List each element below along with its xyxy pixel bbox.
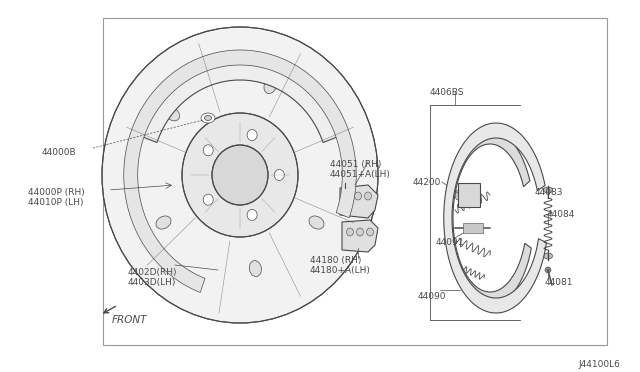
Ellipse shape xyxy=(204,194,213,205)
Text: J44100L6: J44100L6 xyxy=(578,360,620,369)
Ellipse shape xyxy=(247,129,257,141)
Text: 44081: 44081 xyxy=(545,278,573,287)
Ellipse shape xyxy=(182,113,298,237)
Ellipse shape xyxy=(247,209,257,221)
Ellipse shape xyxy=(475,190,481,200)
Ellipse shape xyxy=(249,261,261,276)
Ellipse shape xyxy=(355,192,362,200)
Text: 4402D(RH)
4403D(LH): 4402D(RH) 4403D(LH) xyxy=(128,268,177,288)
Ellipse shape xyxy=(543,253,552,259)
Ellipse shape xyxy=(365,192,371,200)
Ellipse shape xyxy=(367,228,374,236)
Text: 44200: 44200 xyxy=(413,178,442,187)
Ellipse shape xyxy=(344,192,351,200)
Bar xyxy=(463,223,483,233)
Polygon shape xyxy=(444,123,547,313)
Polygon shape xyxy=(124,50,356,292)
Polygon shape xyxy=(135,55,345,142)
Ellipse shape xyxy=(346,228,353,236)
Ellipse shape xyxy=(201,113,215,123)
Text: 44051 (RH)
44051+A(LH): 44051 (RH) 44051+A(LH) xyxy=(330,160,391,179)
Text: 4406BS: 4406BS xyxy=(430,88,465,97)
Text: 44083: 44083 xyxy=(535,188,563,197)
Ellipse shape xyxy=(156,216,171,229)
Ellipse shape xyxy=(165,107,180,121)
Text: 44090: 44090 xyxy=(418,292,447,301)
Circle shape xyxy=(545,267,551,273)
Ellipse shape xyxy=(264,78,276,93)
Ellipse shape xyxy=(275,170,284,180)
Text: 44091: 44091 xyxy=(436,238,465,247)
Text: 44180 (RH)
44180+A(LH): 44180 (RH) 44180+A(LH) xyxy=(310,256,371,275)
Ellipse shape xyxy=(212,145,268,205)
Ellipse shape xyxy=(455,190,461,200)
Polygon shape xyxy=(340,185,378,218)
Ellipse shape xyxy=(102,27,378,323)
Polygon shape xyxy=(446,130,531,306)
Ellipse shape xyxy=(204,145,213,156)
Ellipse shape xyxy=(342,186,348,190)
Bar xyxy=(103,18,607,345)
Ellipse shape xyxy=(356,228,364,236)
Ellipse shape xyxy=(205,115,211,121)
Ellipse shape xyxy=(543,187,552,193)
Text: 44000B: 44000B xyxy=(42,148,77,157)
Text: 44000P (RH)
44010P (LH): 44000P (RH) 44010P (LH) xyxy=(28,188,84,208)
Text: FRONT: FRONT xyxy=(112,315,147,325)
Ellipse shape xyxy=(309,216,324,229)
Polygon shape xyxy=(342,220,378,252)
Bar xyxy=(458,183,480,207)
Text: 44084: 44084 xyxy=(547,210,575,219)
